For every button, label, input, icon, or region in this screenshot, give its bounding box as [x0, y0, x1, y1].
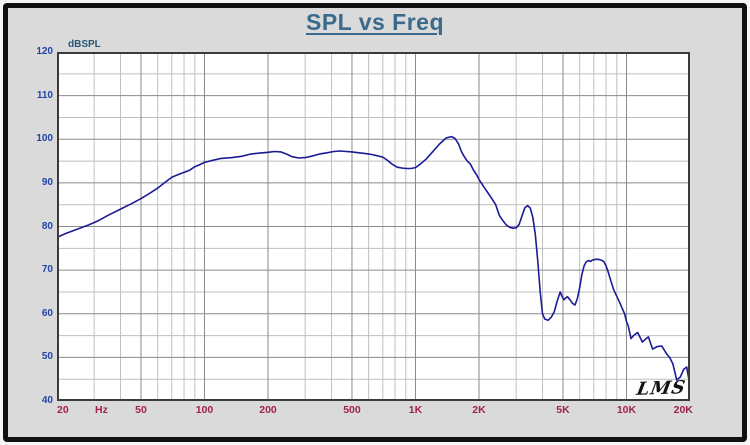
x-tick-label-10K: 10K — [616, 404, 637, 416]
y-tick-label-80: 80 — [41, 220, 53, 232]
x-tick-label-1K: 1K — [408, 404, 423, 416]
x-tick-label-20: 20 — [57, 404, 69, 416]
x-tick-label-500: 500 — [343, 404, 361, 416]
y-tick-label-60: 60 — [41, 307, 53, 319]
lms-logo: LMS — [635, 377, 689, 400]
y-tick-label-100: 100 — [36, 133, 53, 145]
x-tick-label-20K: 20K — [673, 404, 693, 416]
plot-area: LMS — [57, 52, 690, 401]
y-axis-unit-label: dBSPL — [68, 39, 101, 50]
x-tick-label-2K: 2K — [472, 404, 486, 416]
y-tick-label-110: 110 — [36, 89, 53, 101]
y-tick-label-70: 70 — [41, 264, 53, 276]
chart-title: SPL vs Freq — [305, 9, 445, 35]
y-tick-label-50: 50 — [41, 351, 53, 363]
spl-response-curve — [57, 135, 690, 386]
x-axis-unit-label: Hz — [95, 404, 108, 416]
spl-frequency-response-svg — [57, 52, 690, 401]
x-tick-label-50: 50 — [135, 404, 147, 416]
x-tick-label-100: 100 — [195, 404, 214, 416]
y-tick-label-120: 120 — [36, 46, 53, 57]
x-tick-label-5K: 5K — [556, 404, 570, 416]
plot-border — [57, 52, 690, 401]
y-tick-label-90: 90 — [41, 176, 53, 188]
x-tick-label-200: 200 — [259, 404, 277, 416]
y-tick-label-40: 40 — [41, 395, 53, 406]
